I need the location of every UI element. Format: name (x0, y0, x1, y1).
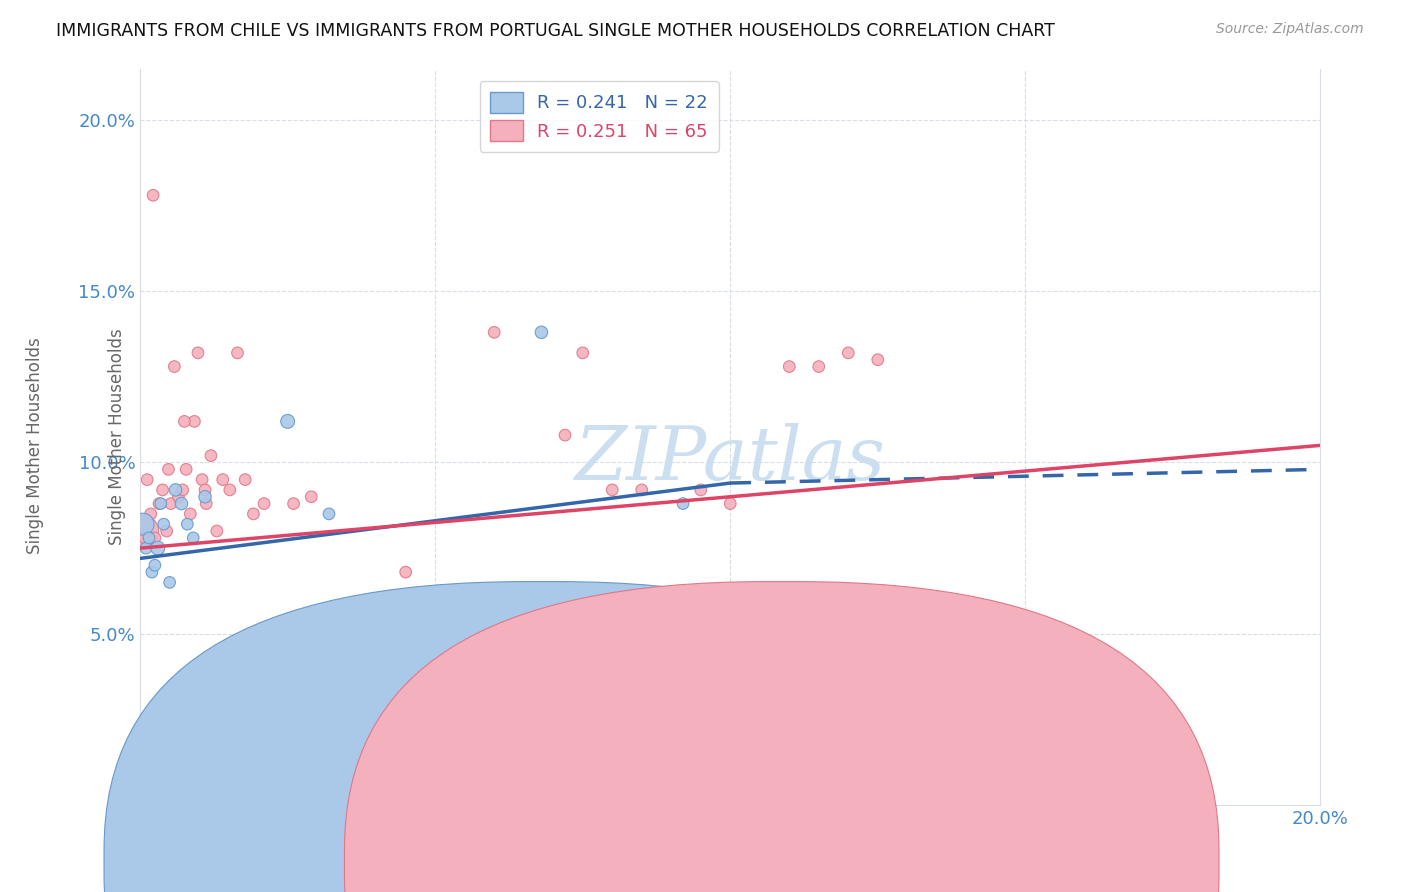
Point (866, 352, 889, 367)
Point (163, 359, 186, 374)
Point (454, 620, 477, 634)
Point (132, 517, 155, 532)
Point (187, 346, 209, 360)
Point (134, 531, 156, 545)
Point (495, 633, 517, 648)
Point (191, 473, 214, 487)
Point (291, 620, 314, 634)
Point (778, 359, 800, 374)
Point (253, 497, 276, 511)
Point (218, 689, 240, 703)
Point (250, 689, 273, 703)
Point (194, 483, 217, 497)
Point (425, 599, 447, 614)
Point (142, 188, 165, 202)
Point (366, 644, 388, 658)
Point (170, 497, 193, 511)
Point (307, 747, 329, 761)
Point (329, 633, 352, 648)
Point (342, 633, 364, 648)
Legend: R = 0.241   N = 22, R = 0.251   N = 65: R = 0.241 N = 22, R = 0.251 N = 65 (479, 81, 718, 152)
Point (600, 483, 623, 497)
Point (132, 524, 155, 538)
Point (208, 668, 231, 682)
Point (200, 449, 222, 463)
Point (318, 633, 340, 648)
Point (718, 497, 741, 511)
Point (218, 483, 240, 497)
Point (554, 428, 576, 442)
Point (176, 517, 198, 532)
Point (512, 661, 534, 675)
Point (807, 359, 830, 374)
Point (377, 644, 399, 658)
Point (672, 497, 695, 511)
Point (541, 668, 564, 682)
Point (299, 490, 322, 504)
Point (242, 507, 264, 521)
Point (138, 531, 160, 545)
Point (837, 346, 859, 360)
Text: Single Mother Households: Single Mother Households (27, 338, 44, 554)
Point (224, 678, 246, 692)
Point (167, 490, 190, 504)
Point (139, 507, 162, 521)
Point (159, 497, 181, 511)
Text: Source: ZipAtlas.com: Source: ZipAtlas.com (1216, 22, 1364, 37)
Point (689, 633, 711, 648)
Point (157, 462, 180, 476)
Point (174, 462, 197, 476)
Point (264, 633, 287, 648)
Point (896, 678, 918, 692)
Point (172, 483, 194, 497)
Point (141, 565, 163, 579)
Point (226, 346, 249, 360)
Point (135, 541, 157, 556)
Point (136, 473, 159, 487)
Point (143, 531, 166, 545)
Point (211, 473, 233, 487)
Point (173, 414, 195, 428)
Point (283, 497, 305, 511)
Point (146, 541, 169, 556)
Point (159, 575, 181, 590)
Point (165, 483, 187, 497)
Point (152, 483, 174, 497)
Text: ZIPatlas: ZIPatlas (575, 423, 886, 495)
Point (181, 531, 204, 545)
Point (195, 497, 218, 511)
Point (1014, 633, 1036, 648)
Point (183, 414, 205, 428)
Point (395, 565, 418, 579)
Point (571, 346, 593, 360)
Point (318, 507, 340, 521)
Point (530, 326, 553, 340)
Point (659, 585, 682, 599)
Point (143, 558, 166, 573)
Point (436, 627, 458, 641)
Point (454, 620, 477, 634)
Point (630, 483, 652, 497)
Point (205, 678, 228, 692)
Point (748, 599, 770, 614)
Point (152, 517, 174, 532)
Point (156, 524, 179, 538)
Point (179, 507, 201, 521)
Text: Immigrants from Chile: Immigrants from Chile (534, 855, 731, 872)
Text: Immigrants from Portugal: Immigrants from Portugal (773, 855, 997, 872)
Y-axis label: Single Mother Households: Single Mother Households (108, 328, 127, 545)
Point (482, 326, 505, 340)
Point (149, 497, 172, 511)
Point (194, 490, 217, 504)
Point (205, 524, 228, 538)
Point (233, 473, 256, 487)
Text: IMMIGRANTS FROM CHILE VS IMMIGRANTS FROM PORTUGAL SINGLE MOTHER HOUSEHOLDS CORRE: IMMIGRANTS FROM CHILE VS IMMIGRANTS FROM… (56, 22, 1054, 40)
Point (148, 497, 170, 511)
Point (689, 483, 711, 497)
Point (277, 414, 299, 428)
